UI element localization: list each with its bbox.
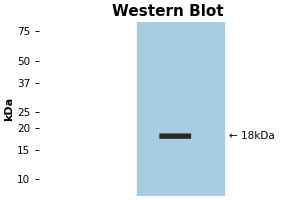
Bar xyxy=(137,22,224,196)
Title: Western Blot: Western Blot xyxy=(112,4,223,19)
Text: ← 18kDa: ← 18kDa xyxy=(229,131,275,141)
FancyBboxPatch shape xyxy=(159,133,191,139)
Y-axis label: kDa: kDa xyxy=(4,97,14,121)
